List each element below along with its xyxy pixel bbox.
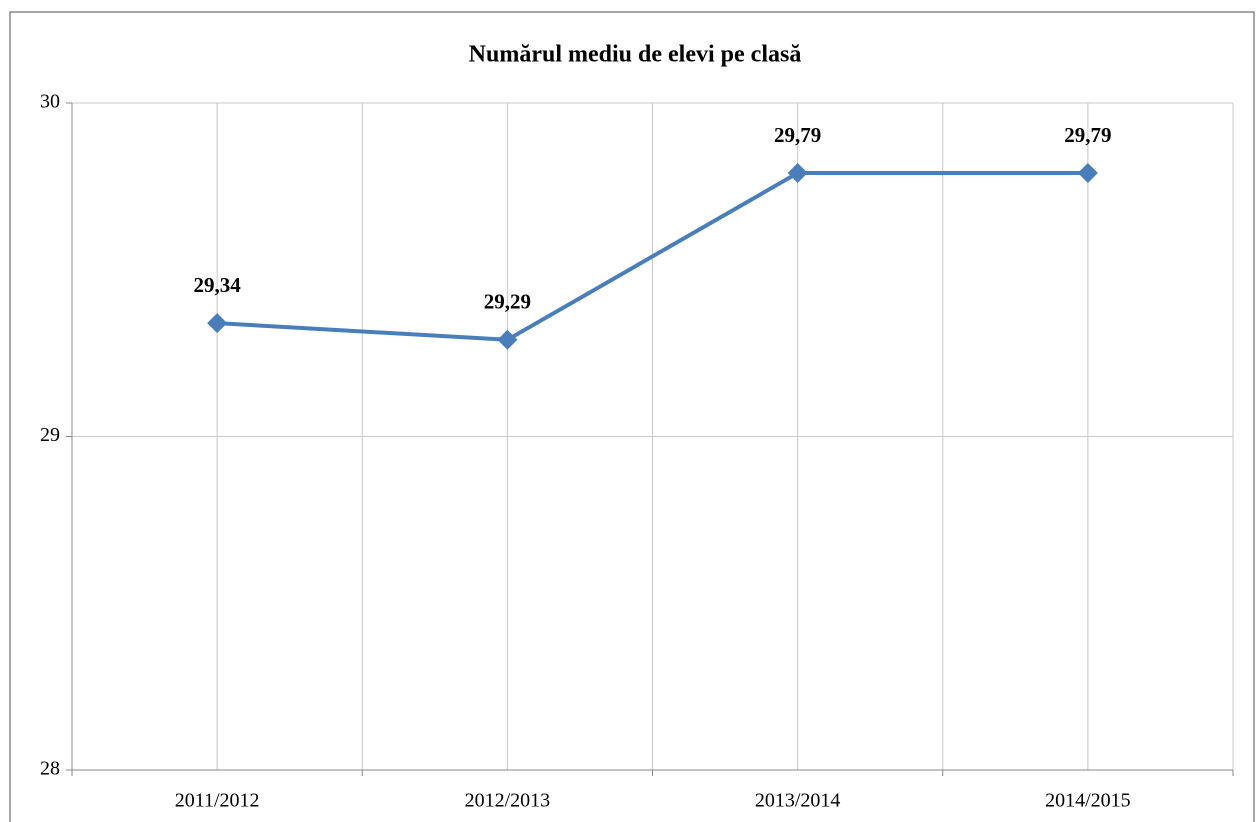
x-tick-label: 2014/2015 xyxy=(1045,790,1131,812)
marker xyxy=(787,163,808,184)
data-label: 29,79 xyxy=(1064,123,1111,147)
marker xyxy=(207,313,228,334)
x-tick-label: 2012/2013 xyxy=(465,790,551,812)
chart-title: Numărul mediu de elevi pe clasă xyxy=(469,42,802,68)
data-label: 29,79 xyxy=(774,123,821,147)
x-tick-label: 2011/2012 xyxy=(175,790,260,812)
marker xyxy=(497,329,518,350)
data-label: 29,34 xyxy=(194,273,242,297)
y-tick-label: 29 xyxy=(40,424,60,446)
data-label: 29,29 xyxy=(484,290,531,314)
x-tick-label: 2013/2014 xyxy=(755,790,841,812)
y-tick-label: 30 xyxy=(40,91,60,113)
line-series xyxy=(217,171,1088,342)
y-tick-label: 28 xyxy=(40,758,60,780)
marker xyxy=(1077,163,1098,184)
